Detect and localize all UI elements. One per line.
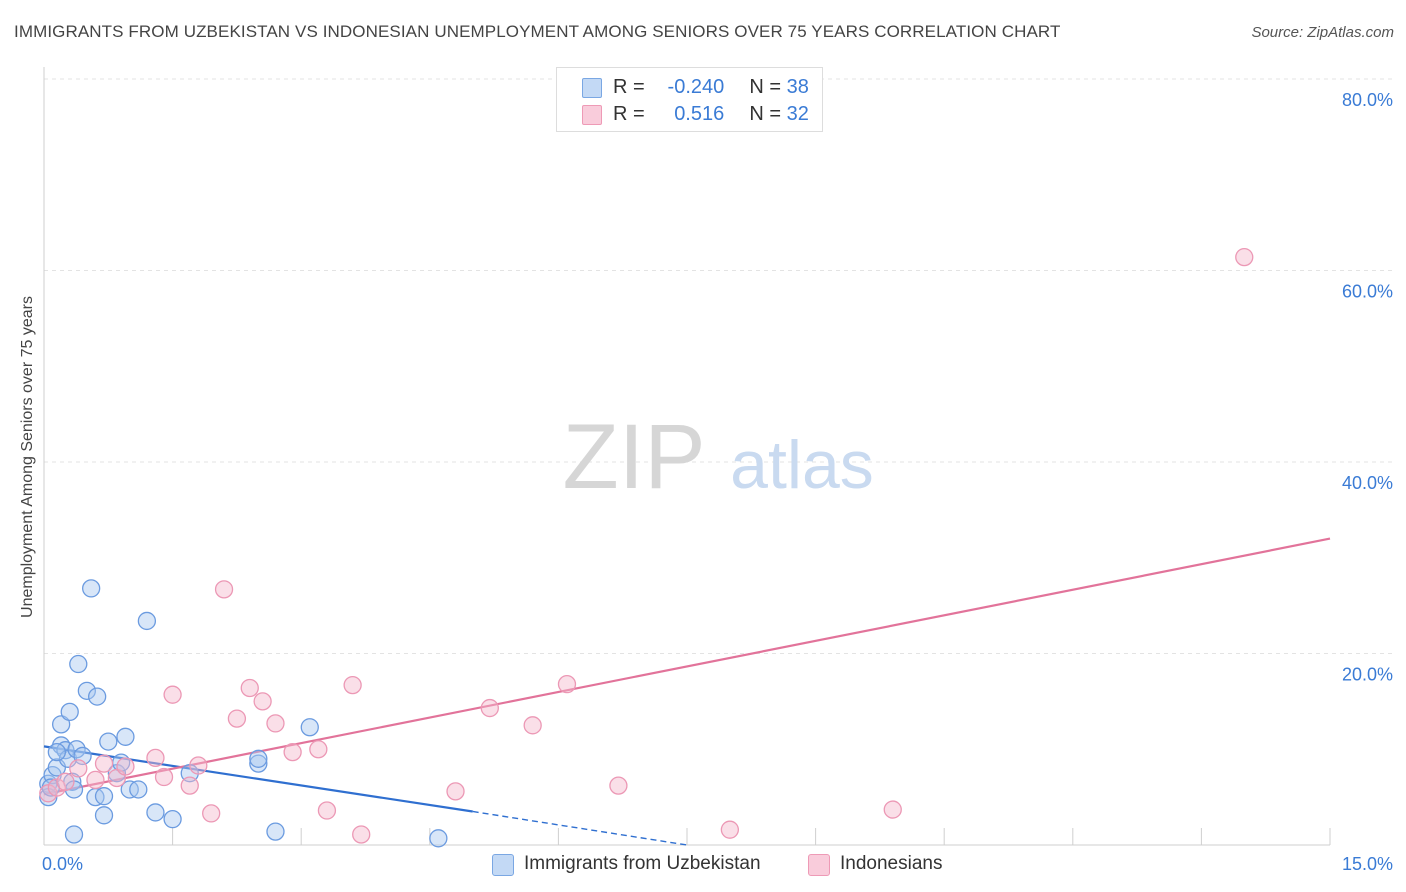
point-uzbekistan [249, 749, 268, 768]
point-indonesians [116, 757, 135, 776]
y-tick-label: 80.0% [1342, 90, 1393, 110]
point-indonesians [523, 716, 542, 735]
point-indonesians [240, 678, 259, 698]
point-indonesians [94, 754, 114, 773]
point-uzbekistan [249, 754, 268, 773]
legend-n-label: N = [749, 103, 782, 125]
point-indonesians [309, 740, 328, 759]
bottom-legend-swatch-pink [808, 854, 830, 876]
bottom-legend-swatch-blue [492, 854, 514, 876]
point-uzbekistan [99, 732, 118, 751]
point-uzbekistan [94, 787, 114, 806]
point-uzbekistan [146, 803, 165, 822]
point-uzbekistan [137, 611, 157, 631]
point-indonesians [480, 698, 499, 718]
point-uzbekistan [163, 809, 182, 829]
point-indonesians [317, 801, 337, 820]
point-indonesians [883, 800, 902, 819]
point-uzbekistan [60, 702, 79, 722]
legend-r-value: 0.516 [674, 103, 725, 125]
point-indonesians [266, 714, 285, 733]
point-uzbekistan [51, 715, 71, 734]
point-uzbekistan [88, 687, 107, 706]
legend-swatch-pink [582, 105, 602, 125]
grid-lines [44, 78, 1392, 654]
source-label: Source: ZipAtlas.com [1251, 24, 1394, 41]
legend-n-label: N = [749, 76, 782, 98]
point-indonesians [352, 825, 371, 844]
x-tick-label: 15.0% [1342, 854, 1393, 874]
point-uzbekistan [77, 681, 97, 700]
legend-swatch-blue [582, 78, 602, 98]
point-indonesians [86, 770, 105, 790]
data-points [39, 247, 1254, 848]
point-indonesians [720, 820, 740, 839]
point-uzbekistan [266, 822, 285, 841]
point-indonesians [1235, 247, 1254, 267]
trend-line [43, 537, 1331, 796]
legend-n-value: 38 [786, 76, 809, 98]
point-indonesians [609, 776, 628, 795]
point-indonesians [56, 772, 75, 791]
point-indonesians [146, 748, 165, 768]
chart-title: IMMIGRANTS FROM UZBEKISTAN VS INDONESIAN… [14, 22, 1061, 41]
point-uzbekistan [429, 829, 448, 848]
point-indonesians [446, 782, 465, 801]
point-indonesians [557, 674, 577, 694]
point-uzbekistan [300, 718, 319, 737]
point-uzbekistan [64, 825, 84, 844]
x-tick-label: 0.0% [42, 854, 83, 874]
point-indonesians [343, 675, 362, 695]
point-uzbekistan [47, 742, 67, 762]
trend-lines [43, 537, 1331, 846]
point-indonesians [214, 580, 234, 599]
point-uzbekistan [116, 727, 135, 746]
y-tick-label: 40.0% [1342, 473, 1393, 493]
bottom-legend-label: Immigrants from Uzbekistan [524, 853, 761, 874]
y-tick-label: 20.0% [1342, 665, 1393, 685]
trend-line-extension [472, 810, 688, 846]
point-indonesians [253, 692, 272, 711]
correlation-legend: R = -0.240 N = 38 R = 0.516 N = 32 [556, 67, 823, 132]
point-uzbekistan [129, 780, 148, 799]
watermark-zip: ZIP [562, 406, 705, 508]
bottom-legend-label: Indonesians [840, 853, 943, 874]
point-indonesians [69, 759, 88, 778]
point-indonesians [202, 804, 221, 823]
tick-labels: 20.0% 40.0% 60.0% 80.0% 0.0% 15.0% [42, 90, 1393, 874]
legend-n-value: 32 [786, 103, 809, 125]
y-tick-label: 60.0% [1342, 282, 1393, 302]
legend-r-label: R = [613, 76, 645, 98]
point-indonesians [189, 756, 208, 775]
point-indonesians [283, 742, 302, 762]
point-uzbekistan [94, 806, 114, 825]
point-indonesians [227, 709, 247, 728]
point-uzbekistan [82, 579, 101, 598]
legend-r-value: -0.240 [667, 76, 725, 98]
watermark: ZIP atlas [562, 406, 873, 508]
point-indonesians [163, 685, 182, 704]
point-indonesians [154, 767, 174, 787]
point-indonesians [180, 776, 199, 795]
watermark-atlas: atlas [730, 427, 874, 503]
point-uzbekistan [69, 654, 88, 674]
legend-r-label: R = [613, 103, 645, 125]
axes [43, 67, 1331, 846]
